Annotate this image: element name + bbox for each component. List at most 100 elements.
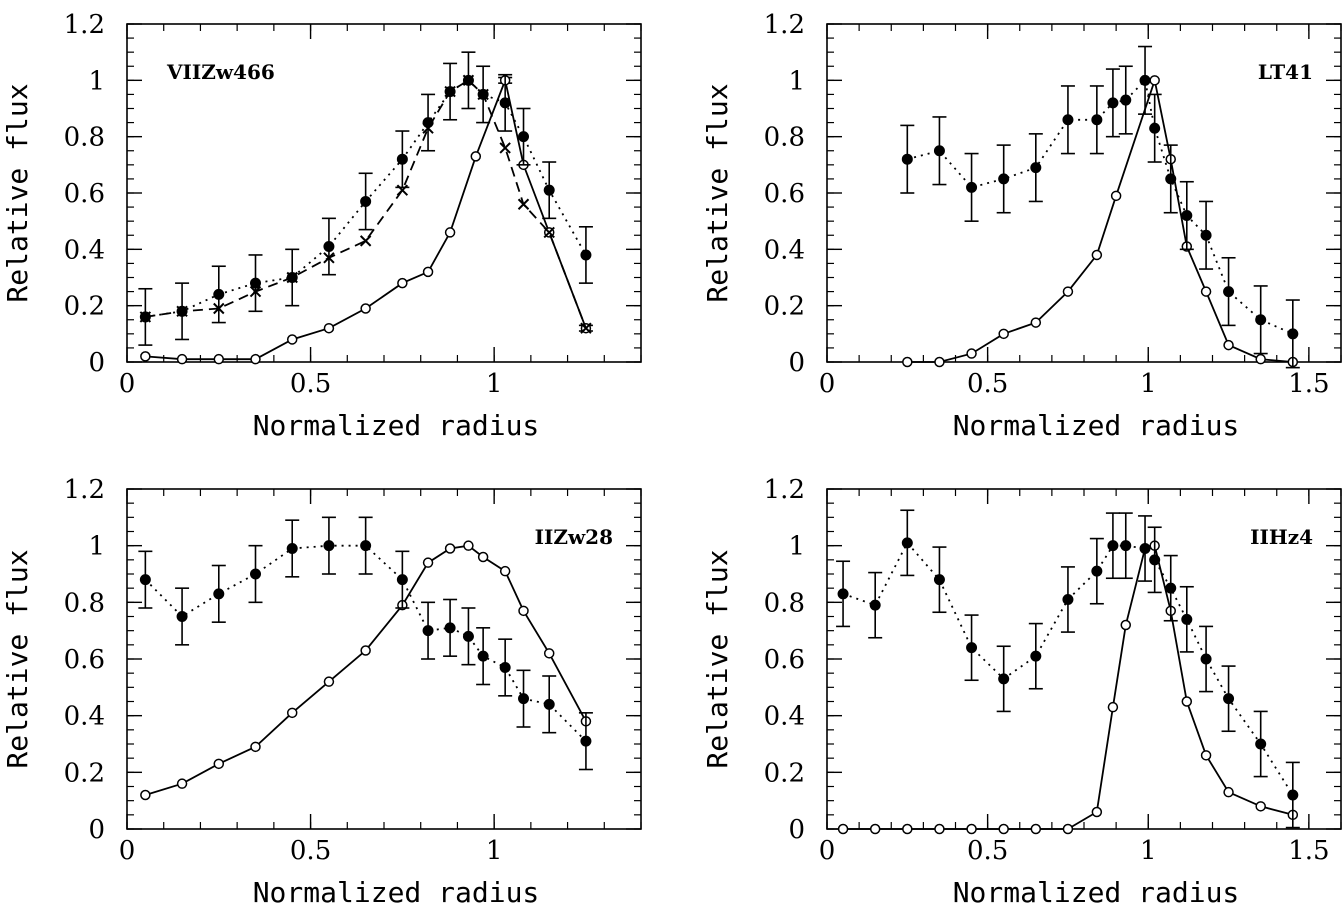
data-point-open <box>140 351 151 362</box>
data-point-cross <box>176 305 188 318</box>
data-point-open <box>902 823 913 835</box>
data-point-filled <box>1255 314 1267 326</box>
y-tick-label: 0.8 <box>64 123 105 153</box>
data-point-filled <box>499 662 511 673</box>
y-tick-label: 0 <box>88 348 105 378</box>
x-tick-label: 0.5 <box>290 836 331 866</box>
data-point-open <box>444 227 456 238</box>
series-line <box>145 79 587 318</box>
data-point-filled <box>580 249 592 261</box>
y-tick-label: 0 <box>88 815 105 845</box>
data-point-filled <box>998 173 1010 185</box>
data-point-filled <box>1091 114 1103 126</box>
y-tick-label: 0.6 <box>764 179 805 209</box>
data-point-cross <box>517 198 530 210</box>
data-point-open <box>837 823 849 835</box>
data-point-open <box>422 557 434 568</box>
y-tick-label: 1.2 <box>764 10 805 40</box>
y-tick-label: 1.2 <box>64 475 105 505</box>
data-point-filled <box>1062 114 1074 126</box>
data-point-filled <box>518 131 530 143</box>
data-point-cross <box>323 252 335 264</box>
x-tick-label: 1 <box>486 369 503 399</box>
data-point-filled <box>901 537 913 549</box>
data-point-open <box>934 823 945 835</box>
data-point-open <box>286 334 298 345</box>
data-point-filled <box>933 145 945 157</box>
y-tick-label: 0 <box>788 348 805 378</box>
data-point-filled <box>998 673 1010 685</box>
data-point-filled <box>444 622 456 634</box>
data-point-filled <box>1091 565 1103 577</box>
data-point-filled <box>580 735 592 747</box>
data-point-open <box>1255 353 1266 365</box>
panel-label: VIIZw466 <box>166 60 275 84</box>
data-point-filled <box>139 574 151 586</box>
data-point-open <box>998 328 1009 340</box>
data-point-open <box>422 266 434 278</box>
y-tick-label: 0.4 <box>764 235 805 265</box>
data-point-filled <box>1223 286 1235 298</box>
data-point-filled <box>250 568 261 580</box>
data-point-filled <box>1200 653 1212 665</box>
y-tick-label: 0.6 <box>764 645 805 675</box>
y-tick-label: 1 <box>788 532 805 562</box>
data-point-filled <box>1200 229 1212 241</box>
series-open-circle <box>140 75 593 365</box>
data-point-filled <box>1181 210 1193 222</box>
data-point-open <box>966 348 977 359</box>
series-filled-circle <box>836 509 1300 829</box>
data-point-filled <box>1165 173 1177 185</box>
data-point-filled <box>1139 74 1151 86</box>
y-tick-label: 0.2 <box>764 758 805 788</box>
data-point-filled <box>286 543 298 554</box>
data-point-filled <box>543 184 555 196</box>
data-point-filled <box>396 574 408 586</box>
data-point-filled <box>1107 540 1119 552</box>
data-point-open <box>499 565 511 577</box>
y-tick-label: 0.2 <box>64 758 105 788</box>
y-tick-label: 1 <box>88 66 105 96</box>
x-tick-label: 1 <box>1140 369 1157 399</box>
data-point-cross <box>422 122 434 134</box>
y-tick-label: 0.8 <box>764 123 805 153</box>
series-line <box>144 544 587 742</box>
data-point-open <box>1223 786 1234 798</box>
data-point-filled <box>213 588 225 600</box>
series-open-circle <box>902 75 1299 368</box>
y-tick-label: 1 <box>788 66 805 96</box>
data-point-open <box>1255 801 1266 812</box>
y-tick-label: 0 <box>788 815 805 845</box>
x-axis-title: Normalized radius <box>253 876 540 906</box>
y-tick-label: 0.4 <box>764 702 805 732</box>
x-tick-label: 1.5 <box>1288 369 1329 399</box>
series-open-circle <box>140 540 592 801</box>
data-point-cross <box>477 88 489 101</box>
data-point-open <box>902 356 913 368</box>
data-point-cross <box>359 235 372 247</box>
panel-label: IIHz4 <box>1250 525 1313 549</box>
data-point-cross <box>396 184 409 196</box>
data-point-filled <box>213 288 225 300</box>
data-point-open <box>176 353 188 365</box>
data-point-filled <box>360 195 372 207</box>
data-point-open <box>543 648 555 659</box>
data-point-filled <box>499 97 511 109</box>
data-point-filled <box>966 642 978 654</box>
data-point-open <box>1062 286 1074 297</box>
data-point-open <box>213 353 225 365</box>
y-axis-title: Relative flux <box>701 549 734 768</box>
data-point-filled <box>477 650 489 662</box>
chart-panel-3: 0 0.5 1 0 0.2 0.4 0.6 0.8 1 1.2 Normalized radius R… <box>1 475 642 906</box>
y-tick-label: 0.6 <box>64 645 105 675</box>
data-point-filled <box>901 153 913 165</box>
data-point-open <box>1149 75 1160 86</box>
x-tick-label: 0 <box>119 369 136 399</box>
data-point-open <box>1030 317 1042 328</box>
data-point-open <box>1062 823 1074 835</box>
data-point-open <box>869 823 881 835</box>
data-point-filled <box>1223 693 1235 705</box>
data-point-open <box>477 551 489 563</box>
y-tick-label: 0.4 <box>64 702 105 732</box>
y-tick-label: 1 <box>88 532 105 562</box>
